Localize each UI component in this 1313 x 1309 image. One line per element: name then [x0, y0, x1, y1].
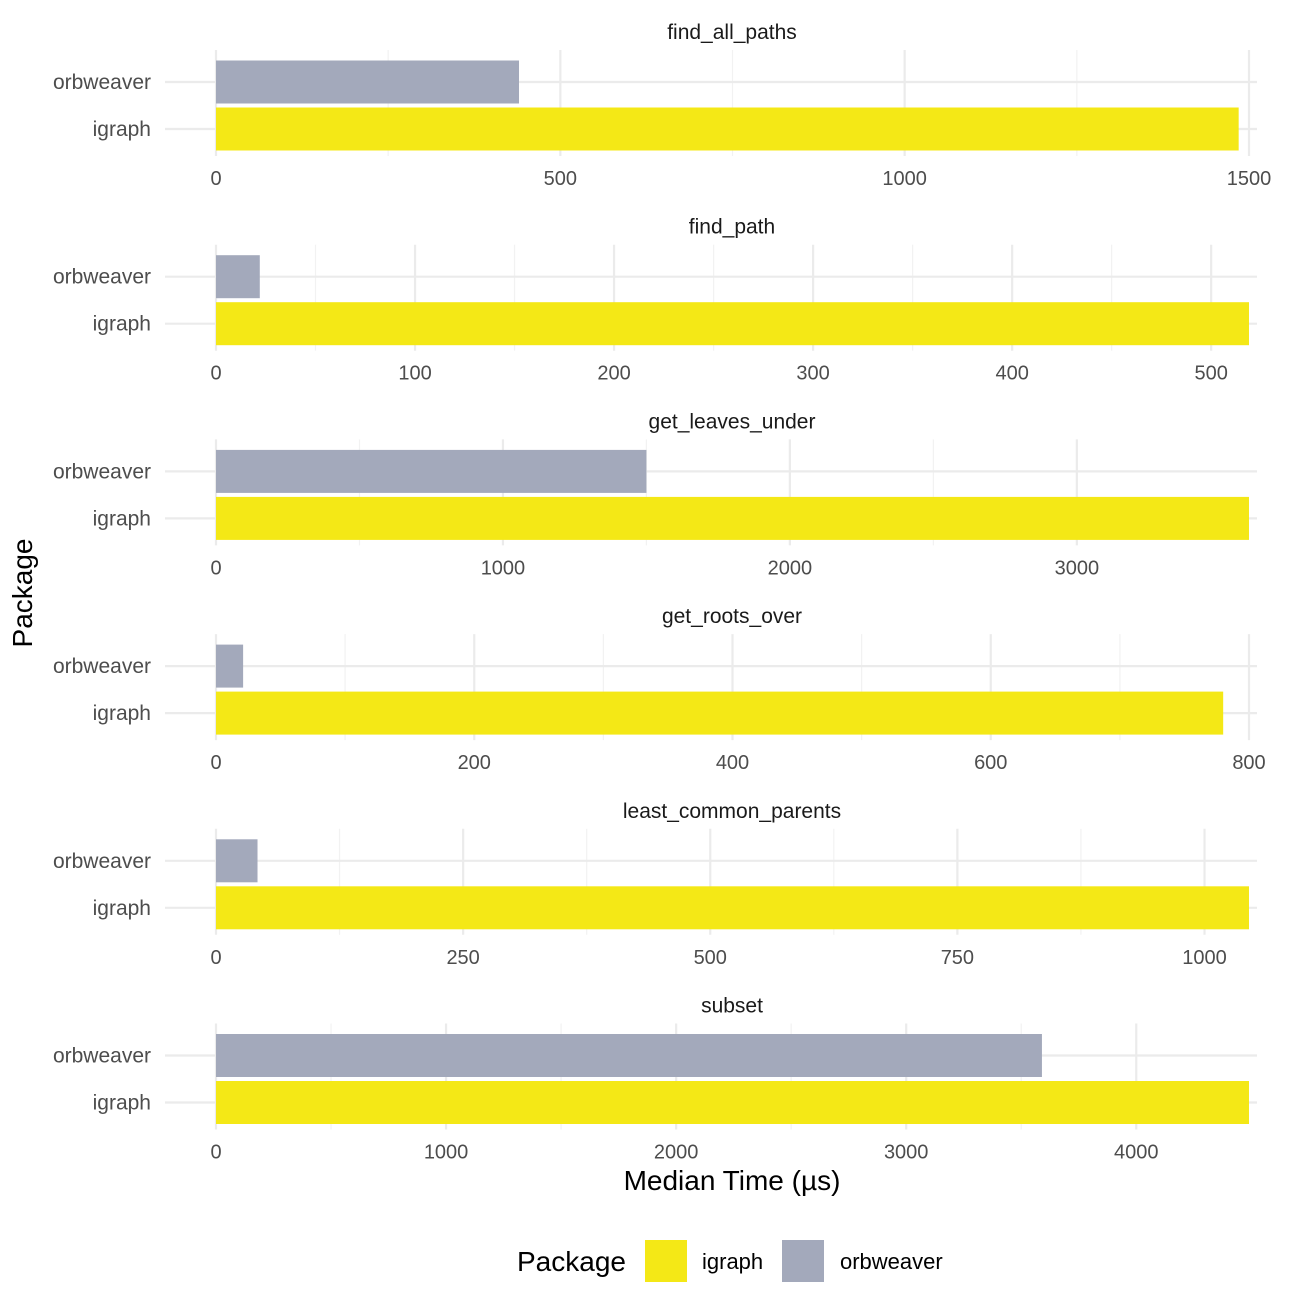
bar-igraph [216, 691, 1224, 735]
x-tick-label: 1000 [1182, 947, 1227, 969]
panel-title: least_common_parents [623, 800, 841, 823]
x-tick-label: 300 [796, 363, 829, 385]
bar-orbweaver [216, 449, 647, 493]
bar-orbweaver [216, 839, 258, 883]
x-tick-label: 0 [210, 557, 221, 579]
category-label-orbweaver: orbweaver [53, 460, 151, 483]
bar-igraph [216, 1081, 1249, 1124]
panel-title: find_all_paths [667, 21, 797, 44]
category-label-igraph: igraph [93, 1092, 151, 1115]
x-axis-title: Median Time (µs) [624, 1165, 841, 1196]
panel-title: get_roots_over [662, 605, 802, 628]
legend: Package igraph orbweaver [517, 1240, 943, 1282]
x-tick-label: 800 [1232, 752, 1265, 774]
x-tick-label: 1500 [1227, 168, 1272, 190]
x-tick-label: 0 [210, 1142, 221, 1164]
x-tick-label: 100 [398, 363, 431, 385]
x-tick-label: 1000 [882, 168, 927, 190]
x-tick-label: 500 [1194, 363, 1227, 385]
panel-get-leaves-under: orbweaver igraph 0 1000 2000 3000 get_leaves_u… [53, 410, 1257, 579]
category-label-igraph: igraph [93, 507, 151, 530]
x-tick-label: 1000 [481, 557, 526, 579]
x-tick-label: 750 [941, 947, 974, 969]
category-label-igraph: igraph [93, 118, 151, 141]
x-tick-label: 2000 [768, 557, 813, 579]
x-tick-label: 1000 [424, 1142, 469, 1164]
category-label-igraph: igraph [93, 897, 151, 920]
panel-title: find_path [689, 216, 775, 239]
panel-least-common-parents: orbweaver igraph 0 250 500 750 1000 least_commo… [53, 800, 1257, 969]
x-tick-label: 0 [210, 363, 221, 385]
x-tick-label: 500 [694, 947, 727, 969]
bar-orbweaver [216, 1034, 1042, 1077]
panel-title: get_leaves_under [649, 410, 816, 433]
bar-igraph [216, 496, 1249, 540]
bar-orbweaver [216, 644, 244, 688]
y-axis-title: Package [7, 539, 38, 648]
legend-swatch-igraph [645, 1240, 687, 1282]
bar-igraph [216, 886, 1249, 930]
category-label-orbweaver: orbweaver [53, 71, 151, 94]
x-tick-label: 600 [974, 752, 1007, 774]
x-tick-label: 500 [544, 168, 577, 190]
panel-subset: orbweaver igraph 0 1000 2000 3000 4000 subset [53, 995, 1257, 1164]
category-label-orbweaver: orbweaver [53, 266, 151, 289]
category-label-orbweaver: orbweaver [53, 655, 151, 678]
x-tick-label: 0 [210, 752, 221, 774]
bar-orbweaver [216, 255, 260, 299]
x-tick-label: 2000 [654, 1142, 699, 1164]
x-tick-label: 250 [446, 947, 479, 969]
panel-get-roots-over: orbweaver igraph 0 200 400 600 800 get_roots_ov… [53, 605, 1266, 774]
legend-swatch-orbweaver [782, 1240, 824, 1282]
panel-find-path: orbweaver igraph 0 100 200 300 400 500 find_path [53, 216, 1257, 385]
category-label-orbweaver: orbweaver [53, 850, 151, 873]
legend-title: Package [517, 1246, 626, 1277]
bar-orbweaver [216, 60, 520, 104]
x-tick-label: 3000 [1055, 557, 1100, 579]
category-label-igraph: igraph [93, 702, 151, 725]
x-tick-label: 200 [597, 363, 630, 385]
panel-find-all-paths: orbweaver igraph 0 500 1000 1500 find_all_path… [53, 21, 1271, 190]
panel-title: subset [701, 995, 763, 1018]
x-tick-label: 3000 [884, 1142, 929, 1164]
bar-igraph [216, 302, 1249, 346]
x-tick-label: 200 [458, 752, 491, 774]
legend-label-igraph: igraph [702, 1249, 763, 1274]
bar-igraph [216, 107, 1239, 151]
x-tick-label: 400 [995, 363, 1028, 385]
x-tick-label: 0 [210, 947, 221, 969]
x-tick-label: 4000 [1114, 1142, 1159, 1164]
category-label-igraph: igraph [93, 313, 151, 336]
legend-label-orbweaver: orbweaver [840, 1249, 943, 1274]
category-label-orbweaver: orbweaver [53, 1045, 151, 1068]
x-tick-label: 0 [210, 168, 221, 190]
x-tick-label: 400 [716, 752, 749, 774]
